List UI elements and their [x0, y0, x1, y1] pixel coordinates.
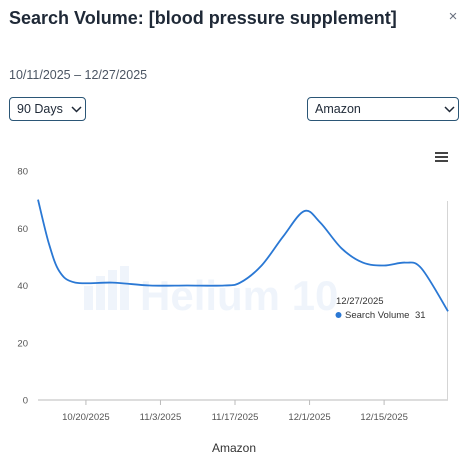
helium10-logo-icon: Helium 10 [84, 266, 338, 319]
tooltip-value: 31 [415, 310, 426, 321]
x-axis-caption: Amazon [212, 441, 256, 455]
watermark-text: Helium 10 [140, 272, 338, 319]
series-line-search-volume[interactable] [37, 199, 449, 312]
period-select-value: 90 Days [17, 102, 63, 116]
period-select[interactable]: 90 Days [9, 97, 86, 121]
x-tick-label: 12/15/2025 [360, 412, 408, 423]
chart-tooltip: 12/27/2025 Search Volume 31 [335, 296, 426, 321]
tooltip-date: 12/27/2025 [336, 296, 384, 307]
x-tick-label: 11/3/2025 [140, 412, 182, 423]
x-tick-label: 10/20/2025 [62, 412, 110, 423]
x-tick-label: 11/17/2025 [212, 412, 259, 423]
tooltip-series-label: Search Volume [345, 310, 409, 321]
chevron-down-icon [67, 103, 85, 115]
hamburger-menu-icon[interactable] [434, 151, 449, 163]
chevron-down-icon [440, 103, 458, 115]
date-range: 10/11/2025 – 12/27/2025 [9, 68, 148, 82]
dialog-title: Search Volume: [blood pressure supplemen… [9, 8, 397, 28]
close-icon[interactable]: × [448, 8, 458, 25]
tooltip-series-marker [335, 312, 342, 318]
y-tick-label: 20 [17, 338, 28, 349]
y-tick-label: 60 [17, 224, 28, 235]
y-tick-label: 80 [17, 167, 28, 178]
marketplace-select[interactable]: Amazon [307, 97, 459, 121]
y-tick-label: 40 [17, 281, 28, 292]
x-tick-label: 12/1/2025 [288, 412, 330, 423]
marketplace-select-value: Amazon [315, 102, 361, 116]
y-tick-label: 0 [23, 396, 28, 407]
